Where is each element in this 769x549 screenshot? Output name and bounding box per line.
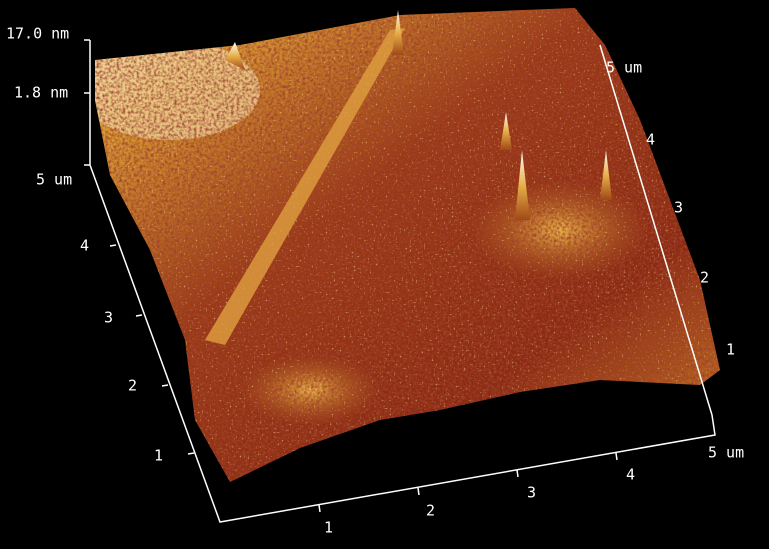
left-axis-label: 5 um [36,171,72,189]
bottom-axis-label: 4 [626,466,635,484]
left-axis-label: 1 [154,447,163,465]
right-axis-label: 3 [674,199,683,217]
left-axis-label: 2 [128,377,137,395]
right-axis-label: 4 [646,131,655,149]
right-axis-label: 2 [700,269,709,287]
left-axis-label: 3 [104,309,113,327]
left-axis-label: 4 [80,237,89,255]
right-axis-label: 5 um [606,59,642,77]
bottom-axis-label: 3 [527,484,536,502]
z-min-label: 1.8 nm [14,84,68,102]
bottom-axis-label: 5 um [708,444,744,462]
bottom-axis-label: 2 [426,502,435,520]
bottom-axis-label: 1 [324,519,333,537]
axes [84,39,716,523]
spikes [225,10,612,220]
z-max-label: 17.0 nm [6,25,69,43]
right-axis-label: 1 [726,341,735,359]
